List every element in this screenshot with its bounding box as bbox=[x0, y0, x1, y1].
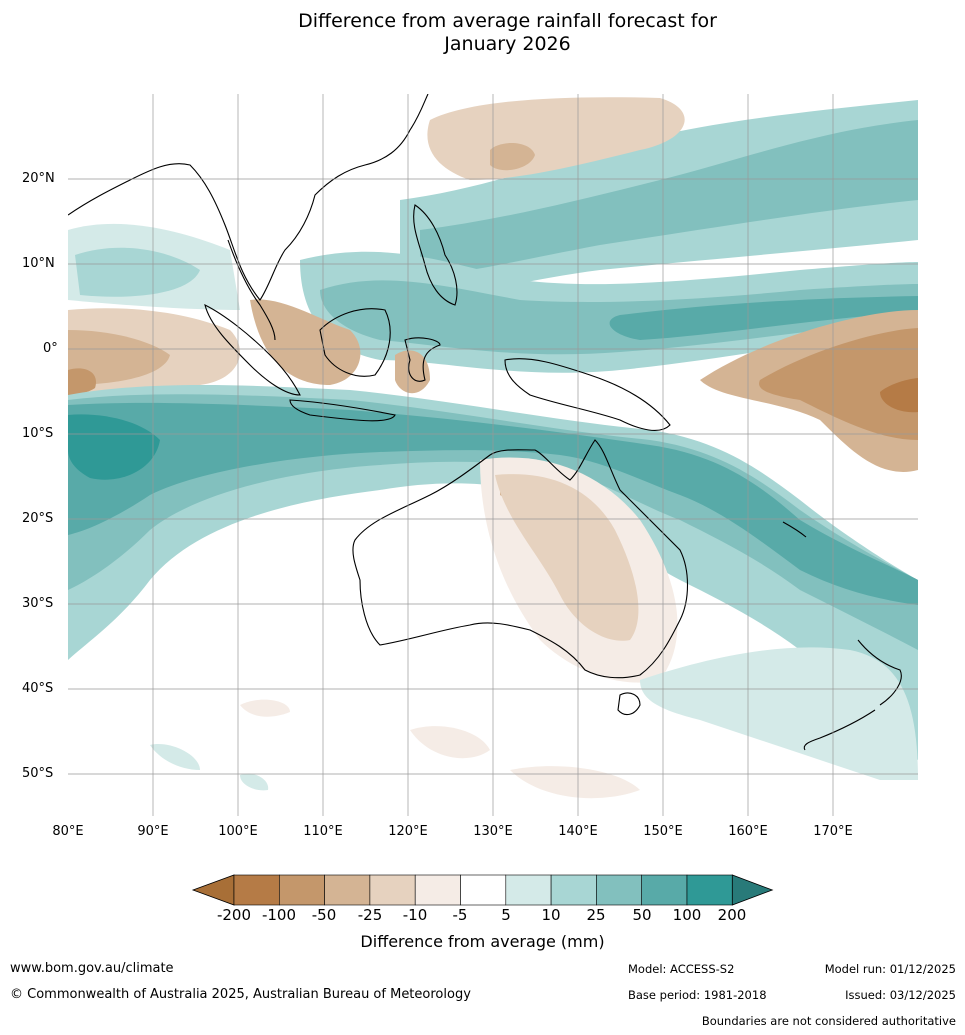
brown-region-australia-core bbox=[495, 474, 639, 641]
lat-label-40s: 40°S bbox=[22, 681, 54, 696]
brown-region-south-pacific-darkest bbox=[880, 378, 918, 413]
colorbar-tick-50: 50 bbox=[632, 906, 652, 924]
teal-blob-south-2 bbox=[240, 773, 269, 791]
lat-label-50s: 50°S bbox=[22, 766, 54, 781]
teal-region-new-zealand bbox=[640, 647, 918, 780]
colorbar-segment bbox=[233, 874, 280, 906]
coastline-tasmania bbox=[617, 692, 641, 716]
colorbar-extend-high bbox=[731, 874, 774, 906]
footer-model: Model: ACCESS-S2 bbox=[628, 962, 735, 976]
brown-region-south-pacific-dark bbox=[759, 328, 918, 440]
lat-label-20s: 20°S bbox=[22, 511, 54, 526]
colorbar-segment bbox=[414, 874, 461, 906]
colorbar-segment bbox=[550, 874, 597, 906]
lat-label-0: 0° bbox=[43, 341, 58, 356]
brown-region-taiwan-dark bbox=[490, 143, 535, 171]
lon-label-140e: 140°E bbox=[558, 824, 598, 839]
lon-label-110e: 110°E bbox=[303, 824, 343, 839]
rainfall-map bbox=[68, 94, 918, 816]
map-title: Difference from average rainfall forecas… bbox=[0, 10, 965, 56]
colorbar-segment bbox=[369, 874, 416, 906]
colorbar-tick-minus10: -10 bbox=[402, 906, 428, 924]
colorbar-segment bbox=[641, 874, 688, 906]
colorbar-segment bbox=[505, 874, 552, 906]
colorbar-tick-10: 10 bbox=[541, 906, 561, 924]
footer-disclaimer: Boundaries are not considered authoritat… bbox=[701, 1014, 956, 1028]
coastline-sumatra bbox=[204, 303, 301, 396]
brown-region-sulawesi bbox=[395, 350, 430, 394]
lon-label-90e: 90°E bbox=[137, 824, 169, 839]
colorbar-segment bbox=[278, 874, 325, 906]
colorbar-segment bbox=[460, 874, 507, 906]
coastline-philippines bbox=[413, 204, 458, 306]
colorbar-tick-minus50: -50 bbox=[311, 906, 337, 924]
coastline-java bbox=[289, 399, 396, 422]
colorbar-tick-minus200: -200 bbox=[216, 906, 252, 924]
colorbar-tick-100: 100 bbox=[672, 906, 702, 924]
colorbar-segments bbox=[191, 874, 774, 906]
colorbar-title: Difference from average (mm) bbox=[360, 932, 605, 951]
colorbar-tick-minus5: -5 bbox=[452, 906, 468, 924]
colorbar-segment bbox=[596, 874, 643, 906]
lon-label-80e: 80°E bbox=[52, 824, 84, 839]
footer-base-period: Base period: 1981-2018 bbox=[628, 988, 767, 1002]
lat-label-20n: 20°N bbox=[22, 171, 55, 186]
coastline-asia bbox=[68, 94, 429, 301]
colorbar-tick-200: 200 bbox=[717, 906, 747, 924]
teal-region-southern-band-darkest bbox=[68, 414, 160, 480]
teal-region-bay-of-bengal-dark bbox=[75, 247, 200, 297]
brown-region-indian-ocean-dark bbox=[68, 330, 170, 385]
colorbar-tick-5: 5 bbox=[501, 906, 511, 924]
lon-label-160e: 160°E bbox=[728, 824, 768, 839]
footer-issued: Issued: 03/12/2025 bbox=[845, 988, 956, 1002]
lon-label-130e: 130°E bbox=[473, 824, 513, 839]
coastline-new-caledonia bbox=[782, 521, 807, 538]
brown-region-indian-ocean-darker bbox=[68, 368, 96, 395]
coastline-new-zealand-south bbox=[803, 709, 876, 751]
footer-model-run: Model run: 01/12/2025 bbox=[824, 962, 956, 976]
teal-region-equatorial-darker bbox=[609, 296, 918, 340]
coastline-borneo bbox=[319, 308, 391, 377]
colorbar-segment bbox=[324, 874, 371, 906]
title-line-1: Difference from average rainfall forecas… bbox=[298, 10, 717, 32]
teal-region-north-pacific-dark bbox=[420, 120, 918, 275]
colorbar bbox=[191, 874, 774, 906]
gridlines bbox=[68, 94, 918, 816]
coastline-malay-peninsula bbox=[227, 239, 276, 341]
brown-blob-south-3 bbox=[240, 699, 290, 717]
teal-blob-south-1 bbox=[150, 744, 200, 770]
lon-label-100e: 100°E bbox=[218, 824, 258, 839]
coastline-new-zealand-north bbox=[857, 639, 902, 706]
colorbar-tick-minus25: -25 bbox=[357, 906, 383, 924]
lat-label-10n: 10°N bbox=[22, 256, 55, 271]
lon-label-170e: 170°E bbox=[813, 824, 853, 839]
lon-label-120e: 120°E bbox=[388, 824, 428, 839]
lon-label-150e: 150°E bbox=[643, 824, 683, 839]
colorbar-tick-minus100: -100 bbox=[261, 906, 297, 924]
brown-blob-south-1 bbox=[410, 726, 490, 759]
title-line-2: January 2026 bbox=[444, 33, 571, 55]
coastline-new-guinea bbox=[504, 358, 671, 431]
colorbar-extend-low bbox=[191, 874, 235, 906]
coastline-sulawesi bbox=[404, 337, 441, 382]
lat-label-30s: 30°S bbox=[22, 596, 54, 611]
lat-label-10s: 10°S bbox=[22, 426, 54, 441]
colorbar-tick-25: 25 bbox=[586, 906, 606, 924]
footer-url[interactable]: www.bom.gov.au/climate bbox=[10, 961, 174, 976]
coastlines bbox=[68, 94, 902, 751]
coastline-australia bbox=[352, 439, 688, 679]
teal-region-southern-band-darker bbox=[68, 402, 918, 605]
footer-copyright: © Commonwealth of Australia 2025, Austra… bbox=[10, 987, 471, 1002]
colorbar-segment bbox=[686, 874, 733, 906]
